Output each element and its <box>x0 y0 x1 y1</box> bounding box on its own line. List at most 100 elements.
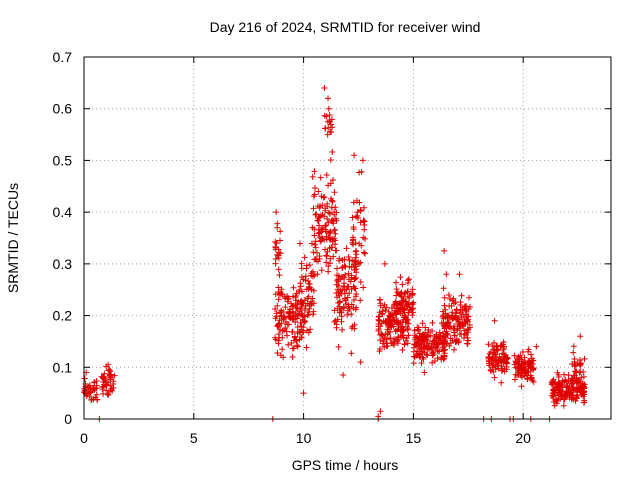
data-point <box>338 307 345 314</box>
data-point <box>341 290 348 297</box>
data-point <box>305 309 312 316</box>
data-point <box>498 379 505 386</box>
data-point <box>330 253 337 260</box>
data-point <box>304 312 311 319</box>
data-point <box>465 305 472 312</box>
data-point <box>466 324 473 331</box>
data-point <box>336 292 343 299</box>
data-point <box>325 219 332 226</box>
data-point <box>337 288 344 295</box>
data-point <box>317 203 324 210</box>
data-point <box>570 372 577 379</box>
data-point <box>337 298 344 305</box>
data-point <box>285 313 292 320</box>
data-point <box>393 338 400 345</box>
data-point <box>285 341 292 348</box>
data-point <box>318 267 325 274</box>
data-point <box>352 254 359 261</box>
y-tick-label: 0.3 <box>53 256 73 272</box>
data-point <box>351 321 358 328</box>
data-point <box>341 304 348 311</box>
data-point <box>276 317 283 324</box>
data-point <box>441 247 448 254</box>
data-point <box>464 317 471 324</box>
data-point <box>343 245 350 252</box>
data-point <box>298 297 305 304</box>
data-point <box>297 305 304 312</box>
y-tick-label: 0.4 <box>53 204 73 220</box>
data-point <box>310 205 317 212</box>
data-point <box>409 286 416 293</box>
data-point <box>298 265 305 272</box>
data-point <box>326 210 333 217</box>
data-point <box>570 384 577 391</box>
data-point <box>434 347 441 354</box>
data-point <box>334 265 341 272</box>
data-point <box>486 350 493 357</box>
data-point <box>347 278 354 285</box>
data-point <box>377 300 384 307</box>
data-point <box>357 207 364 214</box>
data-point <box>350 199 357 206</box>
data-point <box>522 359 529 366</box>
data-point <box>464 340 471 347</box>
data-point <box>280 315 287 322</box>
data-point <box>356 260 363 267</box>
data-point <box>352 274 359 281</box>
data-point <box>518 383 525 390</box>
data-point <box>331 307 338 314</box>
data-point <box>443 340 450 347</box>
data-point <box>345 270 352 277</box>
data-point <box>414 347 421 354</box>
data-point <box>441 323 448 330</box>
data-point <box>290 284 297 291</box>
data-point <box>290 337 297 344</box>
data-point <box>323 252 330 259</box>
data-point <box>361 249 368 256</box>
data-point <box>312 238 319 245</box>
data-point <box>441 302 448 309</box>
data-point <box>314 271 321 278</box>
data-point <box>326 118 333 125</box>
data-point <box>444 331 451 338</box>
data-point <box>341 256 348 263</box>
data-point <box>274 224 281 231</box>
data-point <box>322 125 329 132</box>
data-point <box>525 348 532 355</box>
data-point <box>290 345 297 352</box>
data-point <box>301 307 308 314</box>
data-point <box>493 354 500 361</box>
data-point <box>323 236 330 243</box>
data-point <box>560 402 567 409</box>
data-point <box>289 353 296 360</box>
data-point <box>321 213 328 220</box>
data-point <box>464 313 471 320</box>
data-point <box>453 336 460 343</box>
data-point <box>342 271 349 278</box>
data-point <box>339 326 346 333</box>
data-point <box>325 263 332 270</box>
data-point <box>429 319 436 326</box>
data-point <box>578 384 585 391</box>
data-point <box>567 377 574 384</box>
data-point <box>441 352 448 359</box>
data-point <box>338 273 345 280</box>
data-point <box>296 311 303 318</box>
data-points <box>81 85 588 422</box>
data-point <box>352 239 359 246</box>
data-point <box>336 255 343 262</box>
data-point <box>288 303 295 310</box>
data-point <box>303 344 310 351</box>
data-point <box>333 321 340 328</box>
data-point <box>321 194 328 201</box>
data-point <box>356 240 363 247</box>
data-point <box>103 379 110 386</box>
data-point <box>332 241 339 248</box>
data-point <box>492 366 499 373</box>
data-point <box>284 321 291 328</box>
data-point <box>344 283 351 290</box>
data-point <box>322 222 329 229</box>
data-point <box>430 351 437 358</box>
data-point <box>338 313 345 320</box>
